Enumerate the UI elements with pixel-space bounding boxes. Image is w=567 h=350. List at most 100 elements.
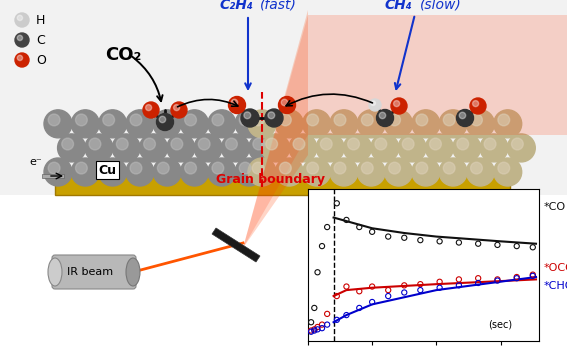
Circle shape [153,158,181,186]
Circle shape [507,134,535,162]
Circle shape [185,162,196,174]
Circle shape [44,110,72,138]
Circle shape [17,15,23,21]
Point [323,224,332,230]
Circle shape [239,162,251,174]
Circle shape [361,162,373,174]
Point [416,287,425,293]
Circle shape [334,162,346,174]
Circle shape [371,134,399,162]
Circle shape [239,114,251,126]
Circle shape [89,138,101,150]
Circle shape [180,110,209,138]
Text: (slow): (slow) [420,0,462,12]
Circle shape [174,105,180,111]
Circle shape [384,158,413,186]
Circle shape [498,162,510,174]
Circle shape [439,110,467,138]
Text: *CO: *CO [544,202,566,212]
Circle shape [249,134,277,162]
Circle shape [126,110,154,138]
Circle shape [156,113,174,131]
Circle shape [75,162,87,174]
Circle shape [443,162,455,174]
Circle shape [158,114,169,126]
Circle shape [208,158,236,186]
Circle shape [261,134,290,162]
Circle shape [221,134,249,162]
Point [367,284,376,289]
Point [342,284,351,289]
Text: C₂H₄: C₂H₄ [219,0,253,12]
Circle shape [158,162,169,174]
Point [384,287,393,293]
Point [400,235,409,240]
Circle shape [241,109,259,127]
Circle shape [99,110,126,138]
Circle shape [398,134,426,162]
Text: H: H [36,14,45,27]
Point [310,327,319,332]
Point [454,282,463,288]
Circle shape [320,138,332,150]
Point [528,272,538,278]
Circle shape [303,110,331,138]
Circle shape [467,158,494,186]
Point [493,242,502,248]
Circle shape [15,33,29,47]
Point [473,241,483,246]
Circle shape [71,158,99,186]
Circle shape [212,114,224,126]
Text: CO₂: CO₂ [105,46,141,64]
Point [454,240,463,245]
Circle shape [198,138,210,150]
Circle shape [344,134,371,162]
Polygon shape [243,15,567,248]
Circle shape [159,116,166,123]
Point [355,224,364,230]
Point [332,201,341,206]
Point [318,322,327,327]
Circle shape [208,110,236,138]
Polygon shape [212,228,260,262]
Circle shape [15,53,29,67]
Text: e⁻: e⁻ [29,157,43,167]
Circle shape [480,134,508,162]
Point [307,329,316,335]
Circle shape [470,98,486,114]
Circle shape [484,138,496,150]
Point [512,274,521,280]
Circle shape [375,138,387,150]
Text: Cu: Cu [98,163,116,176]
Circle shape [494,158,522,186]
Point [307,320,316,325]
Point [473,275,483,281]
Circle shape [229,97,246,113]
Circle shape [402,138,414,150]
Circle shape [357,158,385,186]
Point [435,279,444,285]
Circle shape [226,138,238,150]
FancyBboxPatch shape [52,255,136,289]
Circle shape [180,158,209,186]
Circle shape [126,158,154,186]
Circle shape [494,110,522,138]
Point [313,327,322,332]
Circle shape [276,110,303,138]
Point [416,237,425,243]
Circle shape [253,138,265,150]
Circle shape [58,134,86,162]
Circle shape [278,97,295,113]
Circle shape [425,134,454,162]
Circle shape [244,112,251,119]
Circle shape [498,114,510,126]
Circle shape [143,138,155,150]
Circle shape [467,110,494,138]
Point [323,311,332,317]
Circle shape [99,158,126,186]
Circle shape [171,102,187,118]
Circle shape [412,110,440,138]
Circle shape [139,134,167,162]
Point [493,278,502,284]
Circle shape [459,112,466,119]
